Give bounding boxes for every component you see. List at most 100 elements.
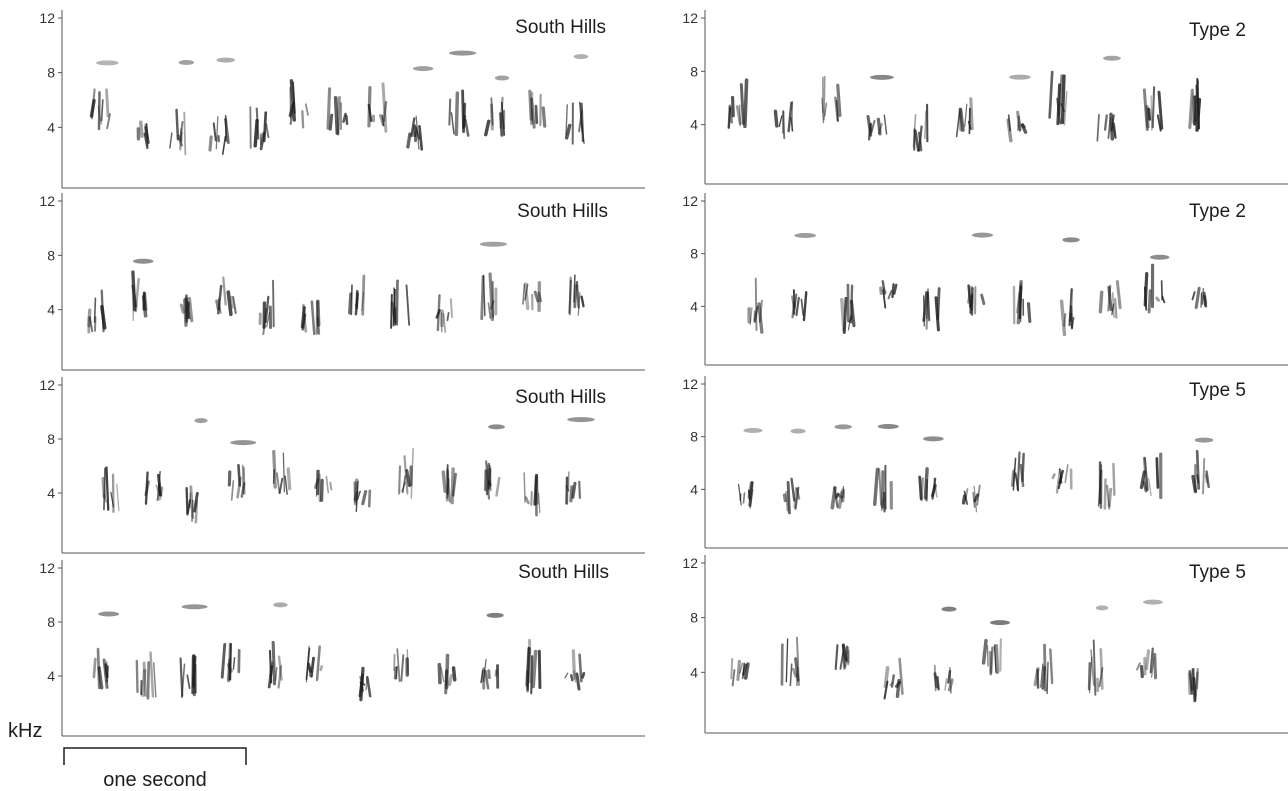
- syllable-stroke: [153, 662, 157, 698]
- syllable-stroke: [390, 293, 393, 329]
- syllable-stroke: [355, 480, 359, 513]
- syllable-stroke: [97, 91, 101, 131]
- spectrogram-syllables: [737, 424, 1214, 515]
- syllable-stroke: [1191, 291, 1196, 301]
- spectrogram-syllables: [87, 241, 585, 336]
- syllable-stroke: [533, 290, 540, 303]
- syllable-stroke: [382, 101, 388, 123]
- syllable-stroke: [1010, 469, 1015, 487]
- syllable-stroke: [923, 467, 929, 500]
- syllable-stroke: [1201, 287, 1204, 305]
- syllable-stroke: [1150, 95, 1153, 131]
- syllable-stroke: [448, 98, 452, 126]
- syllable-stroke: [1046, 661, 1049, 695]
- syllable-stroke: [836, 83, 842, 117]
- syllable-stroke: [398, 465, 402, 495]
- syllable-stroke: [226, 290, 233, 317]
- syllable-stroke: [495, 476, 501, 497]
- syllable-stroke: [212, 122, 217, 142]
- syllable-stroke: [883, 114, 888, 135]
- syllable-stroke: [319, 665, 324, 672]
- syllable-stroke: [1063, 313, 1067, 327]
- harmonic-mark: [479, 241, 508, 247]
- syllable-stroke: [326, 87, 332, 130]
- syllable-stroke: [1057, 475, 1063, 490]
- syllable-stroke: [328, 113, 334, 131]
- syllable-stroke: [537, 649, 542, 689]
- time-scale-bar: one second: [63, 747, 247, 791]
- syllable-stroke: [792, 667, 797, 678]
- syllable-stroke: [316, 469, 320, 496]
- syllable-stroke: [315, 645, 321, 682]
- syllable-stroke: [1098, 667, 1104, 688]
- syllable-stroke: [406, 132, 412, 149]
- syllable-stroke: [926, 291, 931, 322]
- syllable-stroke: [1195, 97, 1202, 132]
- syllable-stroke: [319, 478, 324, 502]
- syllable-stroke: [1151, 86, 1156, 129]
- syllable-stroke: [889, 682, 894, 686]
- syllable-stroke: [193, 491, 199, 513]
- syllable-stroke: [778, 115, 783, 128]
- panel-title: South Hills: [517, 201, 608, 222]
- harmonic-mark: [448, 50, 477, 56]
- syllable-stroke: [964, 488, 969, 501]
- panel-title: South Hills: [518, 562, 609, 583]
- syllable-stroke: [794, 486, 800, 510]
- syllable-stroke: [742, 492, 746, 504]
- syllable-stroke: [1195, 449, 1201, 490]
- syllable-stroke: [395, 279, 399, 326]
- syllable-stroke: [895, 678, 901, 699]
- syllable-stroke: [1188, 88, 1194, 130]
- syllable-stroke: [1147, 289, 1152, 314]
- syllable-stroke: [240, 482, 246, 498]
- syllable-stroke: [145, 123, 149, 139]
- syllable-stroke: [961, 494, 967, 505]
- syllable-stroke: [790, 116, 794, 132]
- harmonic-mark: [1194, 437, 1214, 443]
- syllable-stroke: [1106, 484, 1111, 510]
- syllable-stroke: [286, 467, 292, 491]
- syllable-stroke: [179, 303, 185, 314]
- syllable-stroke: [955, 110, 961, 138]
- syllable-stroke: [571, 649, 577, 680]
- syllable-stroke: [1149, 647, 1154, 674]
- syllable-stroke: [361, 490, 368, 506]
- syllable-stroke: [802, 291, 808, 322]
- syllable-stroke: [821, 97, 825, 124]
- syllable-stroke: [450, 467, 455, 505]
- syllable-stroke: [739, 83, 745, 125]
- syllable-stroke: [230, 480, 235, 501]
- syllable-stroke: [1007, 114, 1011, 132]
- syllable-stroke: [449, 298, 453, 319]
- harmonic-mark: [923, 436, 944, 442]
- syllable-stroke: [302, 303, 308, 333]
- syllable-stroke: [580, 295, 585, 308]
- syllable-stroke: [278, 477, 284, 495]
- syllable-stroke: [837, 493, 844, 499]
- syllable-stroke: [143, 292, 148, 311]
- frequency-unit-label: kHz: [8, 720, 42, 742]
- syllable-stroke: [1153, 652, 1158, 680]
- spectrogram-panel-left-2: 12 8 4 South Hills: [39, 193, 645, 371]
- syllable-stroke: [310, 300, 316, 336]
- spectrogram-syllables: [727, 55, 1202, 152]
- syllable-stroke: [405, 468, 411, 488]
- syllable-stroke: [569, 485, 574, 503]
- syllable-stroke: [230, 295, 234, 309]
- syllable-stroke: [89, 98, 96, 118]
- y-tick-label: 4: [47, 119, 55, 135]
- syllable-stroke: [1143, 286, 1148, 311]
- syllable-stroke: [841, 644, 846, 670]
- syllable-stroke: [272, 279, 275, 328]
- syllable-stroke: [329, 481, 333, 491]
- syllable-stroke: [568, 279, 572, 314]
- syllable-stroke: [877, 122, 883, 135]
- syllable-stroke: [485, 460, 490, 500]
- spectrogram-panel-right-2: 12 8 4 Type 2: [682, 193, 1288, 366]
- syllable-stroke: [87, 308, 92, 328]
- harmonic-mark: [230, 440, 257, 446]
- syllable-stroke: [464, 118, 470, 137]
- syllable-stroke: [730, 657, 734, 680]
- y-tick-label: 8: [690, 63, 698, 79]
